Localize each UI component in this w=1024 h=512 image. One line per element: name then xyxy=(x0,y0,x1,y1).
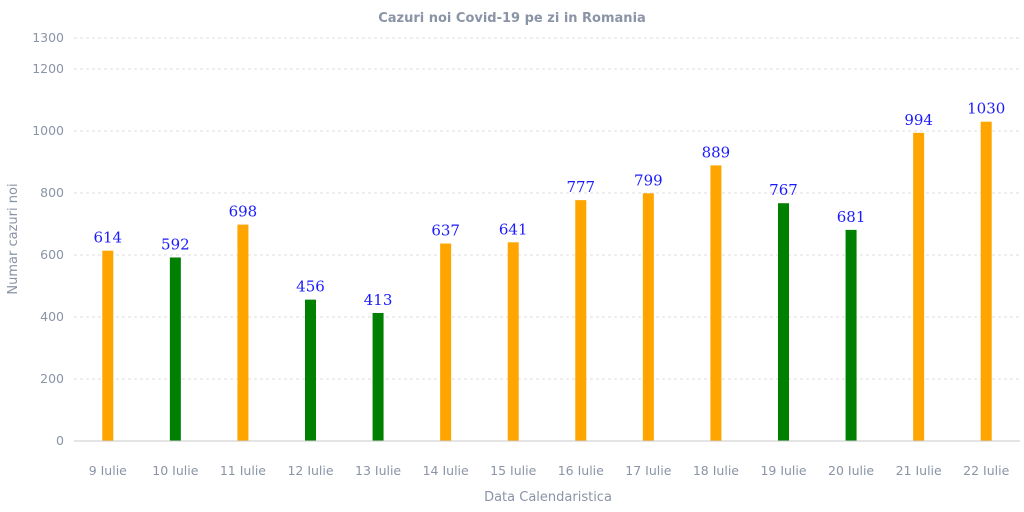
x-tick-label: 13 Iulie xyxy=(355,463,401,478)
y-tick-label: 0 xyxy=(56,433,64,448)
x-tick-label: 9 Iulie xyxy=(89,463,127,478)
bar-value-label: 777 xyxy=(566,178,595,196)
x-tick-label: 15 Iulie xyxy=(490,463,536,478)
bar[interactable] xyxy=(845,229,857,441)
bar-value-label: 413 xyxy=(364,291,393,309)
bar-value-label: 767 xyxy=(769,181,798,199)
bar-value-label: 994 xyxy=(904,111,933,129)
y-tick-label: 400 xyxy=(40,309,64,324)
x-axis-title: Data Calendaristica xyxy=(484,490,612,505)
x-tick-label: 16 Iulie xyxy=(558,463,604,478)
x-tick-label: 12 Iulie xyxy=(287,463,333,478)
x-tick-label: 10 Iulie xyxy=(152,463,198,478)
bar[interactable] xyxy=(642,193,654,441)
bar[interactable] xyxy=(169,257,181,441)
y-tick-label: 200 xyxy=(40,371,64,386)
bar[interactable] xyxy=(440,243,452,441)
bar-value-label: 799 xyxy=(634,171,663,189)
x-tick-label: 21 Iulie xyxy=(896,463,942,478)
bar[interactable] xyxy=(575,200,587,441)
bar-value-label: 681 xyxy=(837,208,866,226)
bar-value-label: 698 xyxy=(229,203,258,221)
y-tick-label: 1000 xyxy=(32,123,64,138)
bar-value-label: 614 xyxy=(93,229,122,247)
value-labels: 614 592 698 456 413 637 641 777 799 889 767 681 994 1… xyxy=(93,100,1005,309)
bar-value-label: 456 xyxy=(296,278,325,296)
bar[interactable] xyxy=(710,165,722,441)
y-axis-ticks: 0 200 400 600 800 1000 1200 1300 xyxy=(32,30,64,448)
bars xyxy=(102,121,992,442)
x-tick-label: 18 Iulie xyxy=(693,463,739,478)
bar[interactable] xyxy=(507,242,519,441)
bar[interactable] xyxy=(305,299,316,441)
gridlines xyxy=(74,37,1020,380)
y-tick-label: 600 xyxy=(40,247,64,262)
bar[interactable] xyxy=(372,312,384,441)
y-tick-label: 1200 xyxy=(32,61,64,76)
y-axis-title: Numar cazuri noi xyxy=(6,183,21,294)
x-tick-label: 19 Iulie xyxy=(760,463,806,478)
y-tick-label: 1300 xyxy=(32,30,64,45)
bar[interactable] xyxy=(980,121,992,441)
x-axis-ticks: 9 Iulie 10 Iulie 11 Iulie 12 Iulie 13 Iulie 1… xyxy=(89,463,1010,478)
bar[interactable] xyxy=(237,224,249,441)
bar-value-label: 1030 xyxy=(967,100,1005,118)
chart-title: Cazuri noi Covid-19 pe zi in Romania xyxy=(378,11,646,26)
x-tick-label: 11 Iulie xyxy=(220,463,266,478)
bar-value-label: 637 xyxy=(431,222,460,240)
bar-value-label: 641 xyxy=(499,220,528,238)
x-tick-label: 20 Iulie xyxy=(828,463,874,478)
bar[interactable] xyxy=(778,203,789,441)
x-tick-label: 17 Iulie xyxy=(625,463,671,478)
bar[interactable] xyxy=(913,132,925,442)
y-tick-label: 800 xyxy=(40,185,64,200)
bar-value-label: 889 xyxy=(702,143,731,161)
x-tick-label: 22 Iulie xyxy=(963,463,1009,478)
x-tick-label: 14 Iulie xyxy=(423,463,469,478)
bar-value-label: 592 xyxy=(161,235,190,253)
bar[interactable] xyxy=(102,250,114,441)
